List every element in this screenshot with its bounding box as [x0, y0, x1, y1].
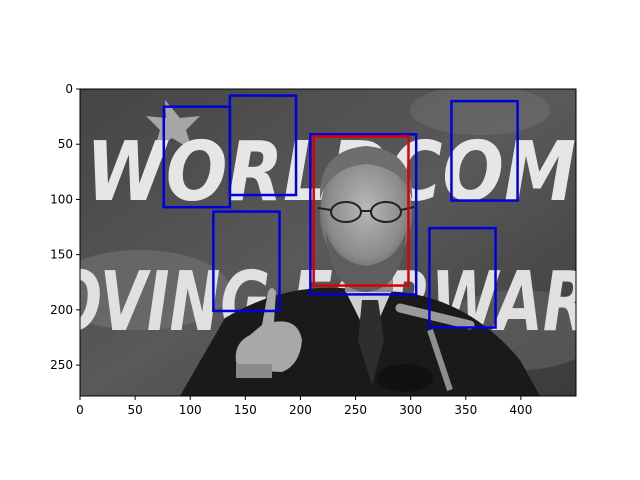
- x-axis: 0 50 100 150 200 250 300 350 400: [76, 396, 532, 417]
- detection-box-3: [309, 133, 418, 296]
- raised-hand: [235, 288, 302, 372]
- x-tick-label: 50: [127, 403, 142, 417]
- bounding-boxes: [162, 94, 519, 329]
- y-tick-label: 250: [50, 358, 73, 372]
- ground-truth-box-6: [312, 135, 410, 287]
- detection-box-5: [428, 226, 497, 329]
- y-tick-label: 0: [65, 82, 73, 96]
- tie: [358, 300, 384, 385]
- x-tick-label: 200: [289, 403, 312, 417]
- y-tick-label: 100: [50, 192, 73, 206]
- y-tick-label: 50: [58, 137, 73, 151]
- x-tick-label: 400: [509, 403, 532, 417]
- banner-star-icon: [146, 100, 200, 150]
- x-tick-label: 100: [179, 403, 202, 417]
- y-tick-label: 150: [50, 248, 73, 262]
- y-tick-label: 200: [50, 303, 73, 317]
- x-tick-label: 150: [234, 403, 257, 417]
- microphone-icon: [377, 303, 475, 392]
- detection-box-4: [450, 99, 519, 202]
- y-axis: 0 50 100 150 200 250: [50, 82, 80, 372]
- detection-box-2: [212, 210, 281, 313]
- photo: WORLDCOM MOVING FORWARD: [80, 89, 576, 396]
- glasses-icon: [317, 201, 415, 223]
- x-tick-label: 0: [76, 403, 84, 417]
- x-tick-label: 250: [344, 403, 367, 417]
- detection-box-1: [228, 94, 298, 197]
- x-tick-label: 300: [399, 403, 422, 417]
- axes-frame: [79, 88, 577, 397]
- x-tick-label: 350: [454, 403, 477, 417]
- face: [320, 154, 412, 274]
